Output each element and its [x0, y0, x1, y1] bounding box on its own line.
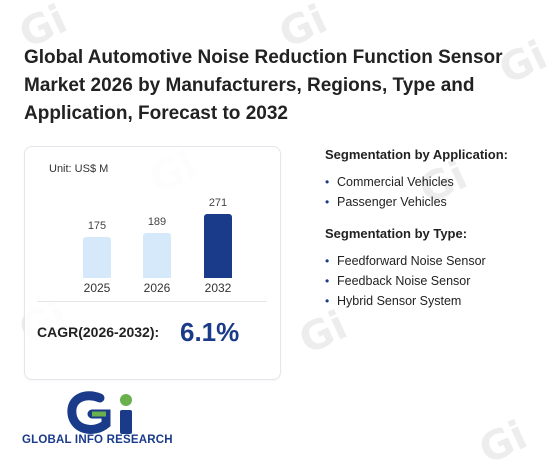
type-item: • Feedforward Noise Sensor: [325, 251, 545, 271]
unit-label: Unit: US$ M: [49, 163, 109, 175]
type-item: • Hybrid Sensor System: [325, 291, 545, 311]
logo-text: GLOBAL INFO RESEARCH: [22, 434, 173, 446]
bar-value-label: 189: [147, 216, 167, 229]
x-tick-label: 2032: [204, 281, 232, 295]
x-tick-label: 2025: [83, 281, 111, 295]
watermark: Gi: [472, 412, 535, 474]
type-item-label: Hybrid Sensor System: [337, 294, 462, 308]
company-logo: GLOBAL INFO RESEARCH: [22, 390, 192, 450]
bar-value-label: 175: [87, 219, 107, 232]
bullet-icon: •: [325, 294, 330, 308]
bar-2026: [143, 233, 171, 278]
bullet-icon: •: [325, 195, 330, 209]
x-tick-label: 2026: [143, 281, 171, 295]
divider: [37, 301, 267, 302]
segmentation-application-title: Segmentation by Application:: [325, 147, 508, 162]
application-item-label: Passenger Vehicles: [337, 195, 447, 209]
bullet-icon: •: [325, 175, 330, 189]
segmentation-by-application: Segmentation by Application: • Commercial…: [325, 147, 545, 212]
application-item-label: Commercial Vehicles: [337, 175, 454, 189]
cagr-label: CAGR(2026-2032):: [37, 324, 160, 340]
market-chart-card: Unit: US$ M 175 2025 189 2026 271 2032 CAGR(2…: [24, 146, 281, 380]
report-title: Global Automotive Noise Reduction Functi…: [24, 47, 503, 124]
application-item: • Passenger Vehicles: [325, 192, 545, 212]
type-list: • Feedforward Noise Sensor • Feedback Noise…: [325, 251, 545, 311]
type-item-label: Feedback Noise Sensor: [337, 274, 471, 288]
bar-chart: 175 2025 189 2026 271 2032: [25, 147, 280, 297]
segmentation-by-type: Segmentation by Type: • Feedforward Noise…: [325, 226, 545, 311]
bar-value-label: 271: [208, 196, 228, 209]
bar-2032: [204, 213, 232, 278]
watermark: Gi: [292, 302, 355, 364]
application-list: • Commercial Vehicles • Passenger Vehicles: [325, 172, 545, 212]
bullet-icon: •: [325, 254, 330, 268]
cagr-value: 6.1%: [180, 317, 240, 347]
bar-2025: [83, 236, 111, 278]
gi-logo-icon: [67, 391, 132, 434]
segmentation-type-title: Segmentation by Type:: [325, 226, 468, 241]
bullet-icon: •: [325, 274, 330, 288]
type-item-label: Feedforward Noise Sensor: [337, 254, 486, 268]
application-item: • Commercial Vehicles: [325, 172, 545, 192]
type-item: • Feedback Noise Sensor: [325, 271, 545, 291]
